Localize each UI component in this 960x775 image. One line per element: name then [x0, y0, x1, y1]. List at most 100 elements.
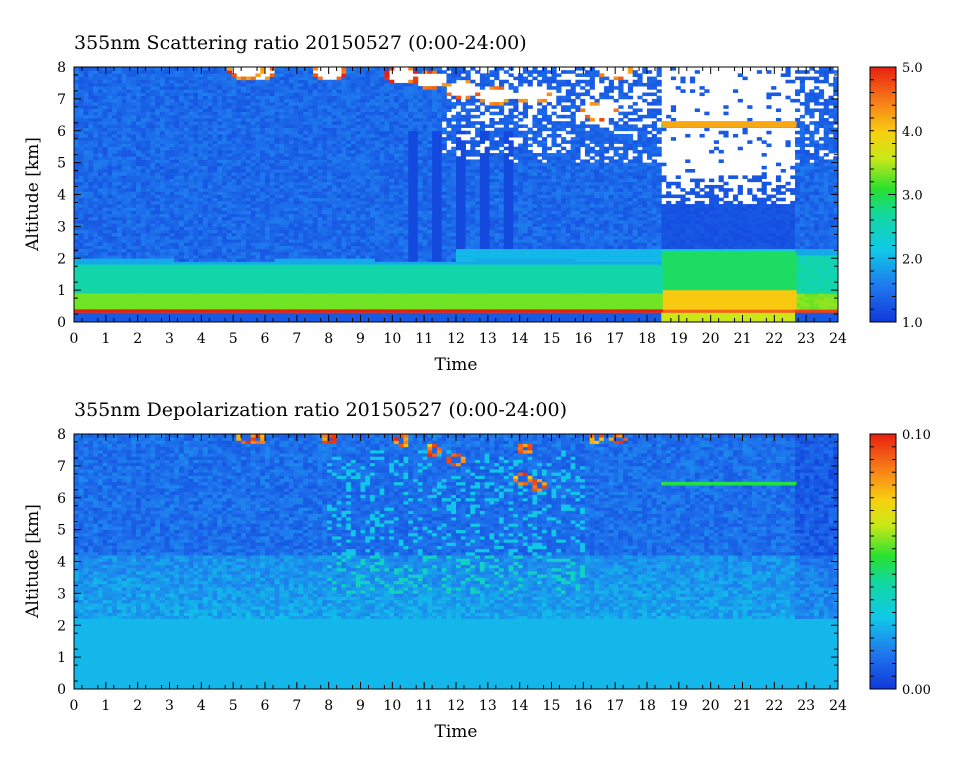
heatmap-cell: [141, 249, 146, 253]
heatmap-cell: [279, 166, 284, 170]
heatmap-cell: [150, 236, 155, 240]
heatmap-cell: [246, 188, 251, 192]
heatmap-cell: [208, 70, 213, 74]
heatmap-cell: [150, 86, 155, 90]
heatmap-cell: [179, 156, 184, 160]
heatmap-cell: [265, 261, 270, 265]
heatmap-cell: [141, 134, 146, 138]
heatmap-cell: [236, 191, 241, 195]
heatmap-cell: [365, 121, 370, 125]
heatmap-cell: [289, 77, 294, 81]
heatmap-cell: [117, 156, 122, 160]
heatmap-cell: [179, 179, 184, 183]
heatmap-cell: [117, 220, 122, 224]
heatmap-cell: [88, 242, 93, 246]
heatmap-cell: [313, 140, 318, 144]
heatmap-cell: [246, 198, 251, 202]
heatmap-cell: [189, 239, 194, 243]
heatmap-cell: [198, 131, 203, 135]
heatmap-cell: [232, 112, 237, 116]
heatmap-cell: [198, 105, 203, 109]
heatmap-cell: [346, 96, 351, 100]
heatmap-cell: [260, 226, 265, 230]
heatmap-cell: [322, 163, 327, 167]
heatmap-cell: [284, 242, 289, 246]
heatmap-cell: [79, 169, 84, 173]
heatmap-cell: [131, 249, 136, 253]
heatmap-cell: [170, 242, 175, 246]
heatmap-cell: [284, 207, 289, 211]
heatmap-cell: [370, 159, 375, 163]
heatmap-cell: [179, 140, 184, 144]
heatmap-cell: [332, 210, 337, 214]
heatmap-cell: [337, 223, 342, 227]
heatmap-cell: [255, 217, 260, 221]
heatmap-cell: [122, 182, 127, 186]
heatmap-cell: [189, 198, 194, 202]
heatmap-cell: [212, 118, 217, 122]
heatmap-cell: [279, 89, 284, 93]
heatmap-cell: [122, 191, 127, 195]
heatmap-cell: [308, 236, 313, 240]
heatmap-cell: [260, 140, 265, 144]
heatmap-cell: [370, 195, 375, 199]
heatmap-cell: [303, 214, 308, 218]
heatmap-cell: [313, 112, 318, 116]
heatmap-cell: [270, 195, 275, 199]
heatmap-cell: [251, 93, 256, 97]
heatmap-cell: [313, 223, 318, 227]
heatmap-cell: [227, 312, 232, 316]
heatmap-cell: [160, 316, 165, 320]
heatmap-cell: [155, 249, 160, 253]
heatmap-cell: [141, 252, 146, 256]
heatmap-cell: [337, 118, 342, 122]
heatmap-cell: [322, 159, 327, 163]
heatmap-cell: [241, 124, 246, 128]
heatmap-cell: [93, 210, 98, 214]
heatmap-cell: [332, 83, 337, 87]
heatmap-cell: [303, 121, 308, 125]
heatmap-cell: [322, 137, 327, 141]
heatmap-cell: [322, 102, 327, 106]
heatmap-cell: [93, 166, 98, 170]
heatmap-cell: [232, 96, 237, 100]
heatmap-cell: [289, 210, 294, 214]
heatmap-cell: [103, 242, 108, 246]
heatmap-cell: [227, 131, 232, 135]
heatmap-cell: [150, 191, 155, 195]
heatmap-cell: [322, 198, 327, 202]
heatmap-cell: [198, 191, 203, 195]
heatmap-cell: [275, 112, 280, 116]
heatmap-cell: [270, 169, 275, 173]
heatmap-cell: [346, 140, 351, 144]
heatmap-cell: [212, 96, 217, 100]
heatmap-cell: [136, 188, 141, 192]
heatmap-cell: [346, 108, 351, 112]
heatmap-cell: [217, 112, 222, 116]
heatmap-cell: [222, 249, 227, 253]
heatmap-cell: [212, 217, 217, 221]
heatmap-cell: [318, 169, 323, 173]
heatmap-cell: [308, 217, 313, 221]
heatmap-cell: [179, 73, 184, 77]
heatmap-cell: [275, 223, 280, 227]
heatmap-cell: [227, 252, 232, 256]
heatmap-cell: [236, 134, 241, 138]
heatmap-cell: [79, 80, 84, 84]
heatmap-cell: [93, 182, 98, 186]
heatmap-cell: [370, 128, 375, 132]
heatmap-cell: [222, 128, 227, 132]
heatmap-cell: [284, 134, 289, 138]
heatmap-cell: [322, 210, 327, 214]
heatmap-cell: [136, 204, 141, 208]
heatmap-cell: [246, 128, 251, 132]
heatmap-cell: [112, 112, 117, 116]
heatmap-cell: [117, 239, 122, 243]
heatmap-cell: [189, 83, 194, 87]
heatmap-cell: [284, 172, 289, 176]
heatmap-cell: [117, 198, 122, 202]
heatmap-cell: [107, 220, 112, 224]
heatmap-cell: [193, 210, 198, 214]
heatmap-cell: [279, 121, 284, 125]
heatmap-cell: [141, 99, 146, 103]
